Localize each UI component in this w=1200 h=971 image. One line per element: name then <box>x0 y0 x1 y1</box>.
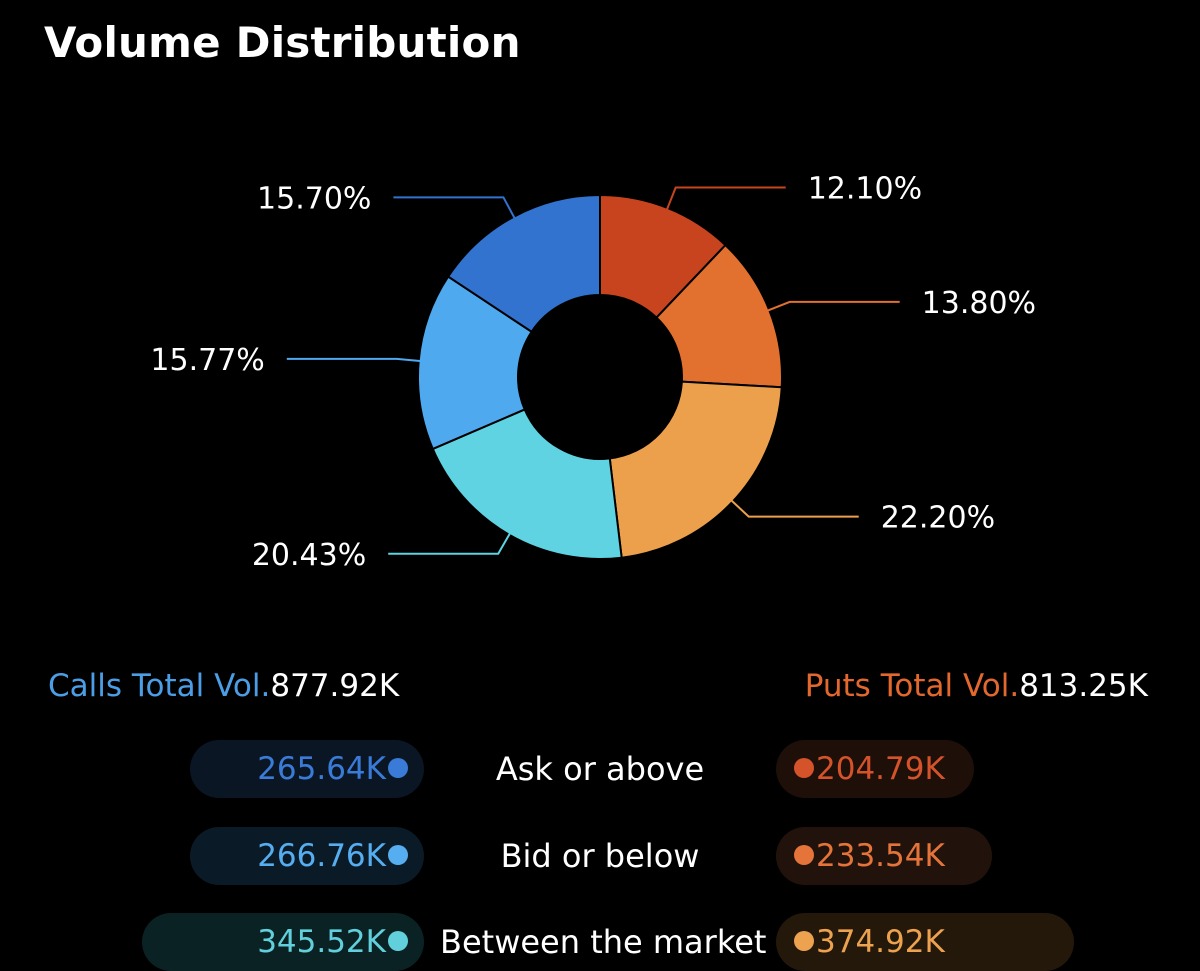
puts-bid-value: 233.54K <box>816 838 945 874</box>
donut-chart: 12.10% 13.80% 22.20% 20.43% 15.77% 15.70% <box>150 172 1036 573</box>
puts-total-value: 813.25K <box>1019 668 1148 704</box>
puts-ask-value: 204.79K <box>816 751 945 787</box>
puts-total-label: Puts Total Vol. <box>804 668 1020 704</box>
calls-bid-value: 266.76K <box>257 838 386 874</box>
calls-between-dot <box>388 930 408 951</box>
donut-slice-5 <box>446 193 601 334</box>
puts-total: Puts Total Vol.813.25K <box>805 668 1148 704</box>
calls-between-pill: 345.52K <box>142 913 424 971</box>
leader-line-2 <box>729 498 859 518</box>
calls-bid-dot <box>388 844 408 865</box>
puts-bid-dot <box>794 844 814 865</box>
donut-slice-2 <box>608 380 783 559</box>
leader-line-4 <box>286 357 423 363</box>
donut-slice-3 <box>431 408 623 560</box>
calls-ask-pill: 265.64K <box>190 740 424 798</box>
leader-line-3 <box>388 530 513 555</box>
row-label-ask: Ask or above <box>495 750 705 788</box>
leader-line-0 <box>665 186 786 213</box>
puts-ask-pill: 204.79K <box>776 740 974 798</box>
puts-between-pill: 374.92K <box>776 913 1074 971</box>
slice-label-2: 22.20% <box>881 501 995 536</box>
puts-between-dot <box>794 930 814 951</box>
slice-labels: 12.10% 13.80% 22.20% 20.43% 15.77% 15.70% <box>150 172 1036 573</box>
leader-lines <box>286 186 900 555</box>
calls-ask-dot <box>388 757 408 778</box>
page-title: Volume Distribution <box>44 18 521 67</box>
puts-ask-dot <box>794 757 814 778</box>
puts-between-value: 374.92K <box>816 924 945 960</box>
slice-label-3: 20.43% <box>252 538 366 573</box>
leader-line-1 <box>765 300 900 313</box>
row-label-bid: Bid or below <box>500 837 700 875</box>
slice-label-1: 13.80% <box>922 286 1036 321</box>
slice-label-0: 12.10% <box>808 172 922 207</box>
calls-total-label: Calls Total Vol. <box>48 668 271 704</box>
donut-slice-4 <box>417 275 533 451</box>
puts-bid-pill: 233.54K <box>776 827 992 885</box>
calls-bid-pill: 266.76K <box>190 827 424 885</box>
slice-label-5: 15.70% <box>257 181 371 216</box>
donut-slices <box>417 193 783 560</box>
donut-slice-1 <box>655 243 783 389</box>
row-label-between: Between the market <box>440 923 767 961</box>
calls-total: Calls Total Vol.877.92K <box>48 668 399 704</box>
calls-between-value: 345.52K <box>257 924 386 960</box>
slice-label-4: 15.77% <box>150 343 264 378</box>
calls-ask-value: 265.64K <box>257 751 386 787</box>
calls-total-value: 877.92K <box>270 668 400 704</box>
leader-line-5 <box>393 196 517 221</box>
